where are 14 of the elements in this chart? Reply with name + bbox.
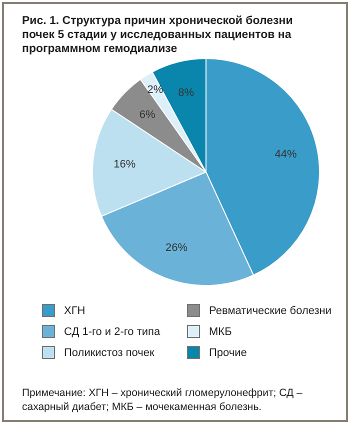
data-label: 6% xyxy=(139,109,156,122)
legend-label: СД 1-го и 2-го типа xyxy=(64,326,160,338)
legend-label: Ревматические болезни xyxy=(209,304,332,316)
legend-label: Поликистоз почек xyxy=(64,346,154,358)
chart-title: Рис. 1. Структура причин хронической болезни почек 5 стадии у исследованных пациентов на программном гемодиализе xyxy=(22,14,294,56)
data-label: 16% xyxy=(114,158,136,170)
legend-label: ХГН xyxy=(64,304,86,316)
legend-label: МКБ xyxy=(209,326,232,338)
data-label: 26% xyxy=(165,242,188,254)
data-label: 44% xyxy=(274,148,298,161)
data-label: 2% xyxy=(147,84,164,96)
text: Примечание: ХГН – хронический гломерулонефрит; СД – сахарный диабет; МКБ – мочекаменная болезнь. xyxy=(22,386,304,414)
data-label: 8% xyxy=(178,86,194,99)
legend-label: Прочие xyxy=(209,346,247,358)
